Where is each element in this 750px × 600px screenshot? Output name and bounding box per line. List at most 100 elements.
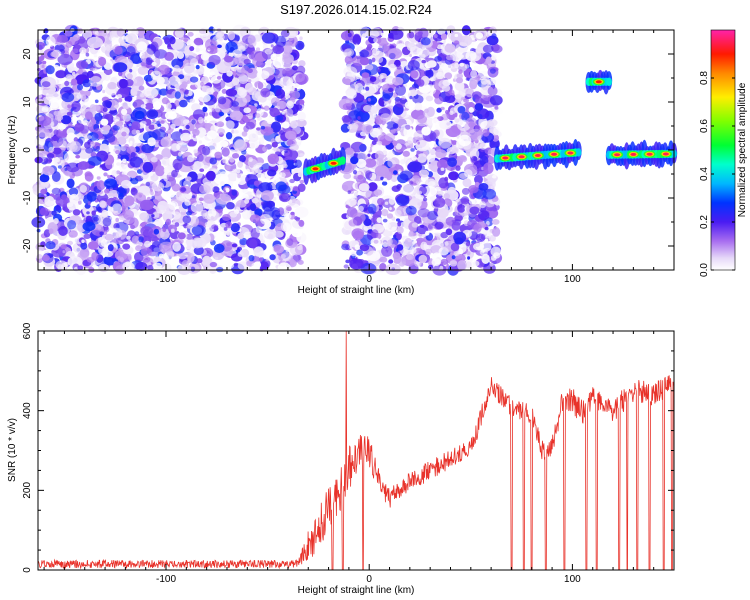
spectrogram-cell bbox=[459, 62, 465, 67]
spectrogram-cell bbox=[421, 126, 431, 136]
spectrogram-cell bbox=[377, 134, 385, 140]
spectrogram-cell bbox=[201, 255, 212, 268]
spectrogram-cell bbox=[377, 37, 390, 47]
spectrogram-cell bbox=[193, 37, 203, 46]
spectrogram-cell bbox=[86, 191, 97, 202]
spectrogram-cell bbox=[102, 217, 112, 227]
spectrogram-cell bbox=[198, 197, 204, 202]
spectrogram-cell bbox=[193, 149, 198, 154]
spectrogram-cell bbox=[77, 161, 90, 170]
spectrogram-cell bbox=[196, 127, 207, 138]
spectrogram-cell bbox=[213, 243, 225, 253]
spectrogram-cell bbox=[86, 256, 95, 263]
spectrogram-cell bbox=[276, 28, 281, 33]
spectrogram-cell bbox=[492, 227, 501, 237]
spectrogram-cell bbox=[384, 123, 388, 128]
spectrogram-cell bbox=[454, 33, 459, 38]
spectrogram-cell bbox=[490, 255, 497, 261]
spectrogram-cell bbox=[202, 145, 211, 156]
spectrogram-cell bbox=[491, 219, 500, 225]
spectrogram-cell bbox=[166, 83, 171, 88]
spectrogram-cell bbox=[87, 36, 103, 49]
spectrogram-cell bbox=[232, 153, 240, 159]
spectrogram-cell bbox=[61, 92, 75, 103]
spectrogram-cell bbox=[480, 78, 488, 85]
spectrogram-cell bbox=[357, 116, 361, 120]
spectrogram-cell bbox=[93, 53, 98, 58]
tick-label: 200 bbox=[22, 482, 33, 499]
spectrogram-cell bbox=[229, 156, 235, 163]
spectrogram-cell bbox=[364, 64, 374, 71]
spectrogram-cell bbox=[107, 82, 117, 90]
spectrogram-cell bbox=[107, 174, 111, 179]
spectrogram-cell bbox=[462, 178, 472, 188]
spectrogram-cell bbox=[241, 131, 248, 137]
spectrogram-cell bbox=[341, 243, 350, 251]
spectrogram-cell bbox=[390, 128, 396, 134]
spectrogram-cell bbox=[347, 190, 351, 195]
spectrogram-cell bbox=[261, 190, 274, 202]
spectrogram-cell bbox=[369, 76, 377, 82]
spectrogram-cell bbox=[145, 181, 151, 187]
spectrogram-cell bbox=[478, 116, 488, 129]
spectrogram-cell bbox=[443, 193, 451, 200]
spectrogram-cell bbox=[475, 32, 484, 39]
spectrogram-cell bbox=[200, 52, 210, 61]
spectrogram-cell bbox=[195, 64, 200, 70]
spectrogram-cell bbox=[74, 122, 85, 132]
spectrogram-cell bbox=[231, 77, 240, 86]
spectrogram-cell bbox=[122, 113, 131, 122]
spectrogram-cell bbox=[59, 124, 65, 131]
spectrogram-cell bbox=[120, 257, 124, 263]
tick-label: 0.4 bbox=[699, 167, 710, 181]
spectrogram-cell bbox=[40, 194, 46, 200]
signal-peak bbox=[662, 152, 669, 156]
spectrogram-cell bbox=[299, 244, 303, 249]
spectrogram-cell bbox=[41, 42, 46, 47]
spectrogram-cell bbox=[414, 216, 422, 224]
spectrogram-cell bbox=[380, 113, 392, 122]
spectrogram-cell bbox=[434, 96, 444, 105]
spectrogram-cell bbox=[213, 191, 220, 199]
spectrogram-cell bbox=[232, 49, 243, 58]
tick-label: 20 bbox=[22, 48, 33, 60]
spectrogram-cell bbox=[261, 32, 276, 44]
spectrogram-cell bbox=[434, 56, 442, 62]
spectrogram-cell bbox=[380, 75, 384, 79]
spectrogram-cell bbox=[251, 90, 263, 102]
spectrogram-cell bbox=[45, 65, 55, 75]
spectrogram-cell bbox=[202, 135, 213, 144]
spectrogram-cell bbox=[129, 68, 133, 73]
spectrogram-cell bbox=[255, 47, 261, 52]
spectrogram-cell bbox=[286, 100, 294, 109]
spectrogram-cell bbox=[51, 171, 61, 183]
spectrogram-cell bbox=[269, 107, 280, 118]
spectrogram-cell bbox=[404, 237, 413, 248]
spectrogram-cell bbox=[104, 233, 114, 241]
spectrogram-cell bbox=[434, 221, 444, 230]
spectrogram-cell bbox=[266, 117, 274, 125]
spectrogram-cell bbox=[53, 129, 59, 136]
spectrogram-cell bbox=[138, 85, 145, 91]
spectrogram-cell bbox=[229, 46, 235, 52]
tick-label: 0.8 bbox=[699, 71, 710, 85]
spectrogram-cell bbox=[139, 212, 150, 221]
spectrogram-cell bbox=[467, 256, 471, 260]
spectrogram-cell bbox=[444, 43, 456, 53]
spectrogram-cell bbox=[256, 127, 261, 131]
spectrogram-cell bbox=[169, 36, 176, 45]
spectrogram-cell bbox=[468, 122, 475, 128]
spectrogram-cell bbox=[99, 200, 106, 208]
spectrogram-cell bbox=[243, 58, 251, 65]
spectrogram-cell bbox=[214, 151, 223, 159]
spectrogram-cell bbox=[99, 231, 104, 236]
spectrogram-cell bbox=[218, 116, 225, 122]
spectrogram-cell bbox=[231, 189, 238, 196]
spectrogram-cell bbox=[151, 240, 162, 253]
spectrogram-cell bbox=[121, 108, 128, 116]
spectrogram-cell bbox=[118, 78, 128, 89]
spectrogram-cell bbox=[110, 227, 123, 239]
spectrogram-cell bbox=[170, 49, 175, 54]
tick-label: -100 bbox=[156, 274, 176, 285]
